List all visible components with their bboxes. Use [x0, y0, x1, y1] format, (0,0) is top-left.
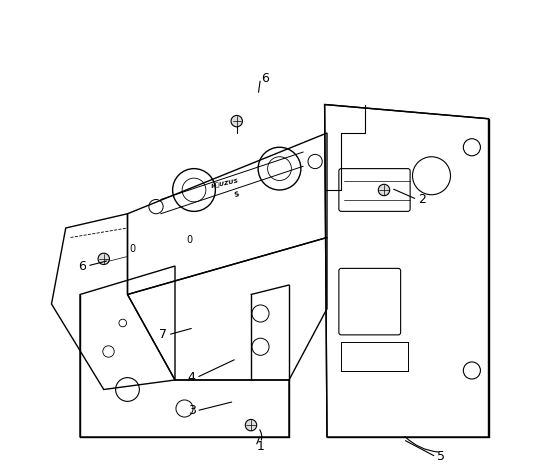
Text: 6: 6 — [78, 259, 86, 273]
Text: 5: 5 — [437, 450, 445, 464]
Circle shape — [98, 253, 110, 265]
Text: 0: 0 — [129, 244, 135, 255]
Circle shape — [231, 115, 243, 127]
Circle shape — [245, 419, 257, 431]
Text: ИꞰUZUS: ИꞰUZUS — [211, 177, 239, 189]
Text: 4: 4 — [188, 371, 196, 384]
Text: 6: 6 — [261, 72, 269, 85]
Text: 1: 1 — [257, 440, 264, 453]
Text: 7: 7 — [159, 328, 167, 342]
Text: S: S — [234, 191, 240, 198]
Text: 0: 0 — [186, 235, 192, 245]
Text: 2: 2 — [418, 193, 426, 206]
Text: 3: 3 — [188, 404, 196, 418]
Circle shape — [378, 184, 390, 196]
